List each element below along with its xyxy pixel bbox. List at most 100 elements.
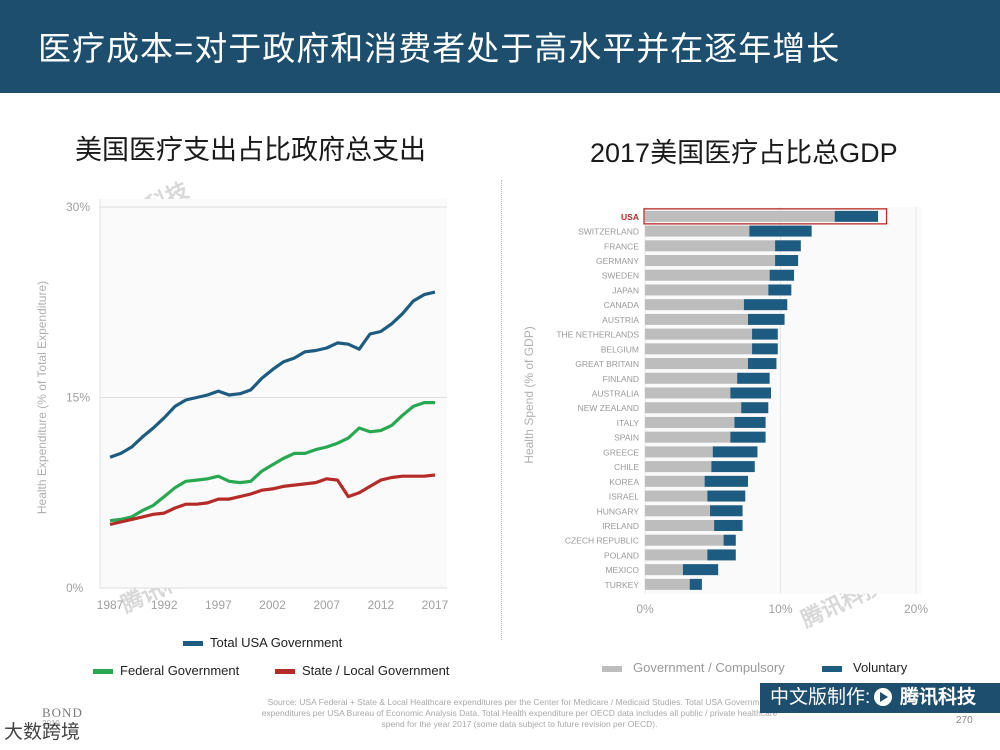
page-title: 医疗成本=对于政府和消费者处于高水平并在逐年增长 [38, 30, 841, 67]
category-label: GERMANY [596, 256, 639, 266]
bar-voluntary [712, 446, 758, 458]
bar-government [645, 284, 769, 296]
bar-government [645, 519, 715, 531]
play-logo-icon [874, 688, 892, 706]
bar-voluntary [707, 490, 746, 502]
y-tick-label: 15% [66, 391, 90, 405]
bar-government [645, 372, 738, 384]
category-label: MEXICO [605, 565, 639, 575]
source-line: expenditures per USA Bureau of Economic … [261, 708, 778, 718]
bar-government [645, 505, 711, 517]
bar-government [645, 387, 731, 399]
bar-voluntary [768, 284, 792, 296]
category-label: SWEDEN [602, 271, 639, 281]
bar-voluntary [741, 402, 769, 414]
category-label: AUSTRALIA [592, 389, 640, 399]
legend-swatch [602, 666, 622, 672]
bar-voluntary [752, 343, 778, 355]
x-tick-label: 1997 [205, 598, 232, 612]
x-tick-label: 1992 [151, 598, 178, 612]
category-label: SWITZERLAND [578, 227, 639, 237]
category-label: KOREA [609, 477, 639, 487]
category-label: JAPAN [612, 285, 639, 295]
bar-government [645, 490, 708, 502]
bar-government [645, 343, 753, 355]
line-chart: 0% 15% 30% 1987 1992 1997 2002 2007 2012 2017 Heal… [35, 199, 450, 678]
highlight-box [643, 208, 888, 225]
source-note: Source: USA Federal + State & Local Heal… [222, 697, 817, 730]
bar-government [645, 299, 744, 311]
category-label: THE NETHERLANDS [556, 330, 639, 340]
x-tick-label: 2007 [313, 598, 340, 612]
x-tick-label: 1987 [97, 598, 124, 612]
bar-voluntary [723, 534, 736, 546]
bar-voluntary [752, 328, 778, 340]
y-tick-label: 0% [66, 581, 84, 595]
bar-voluntary [730, 431, 766, 443]
x-tick-label: 10% [768, 602, 792, 616]
bar-voluntary [714, 519, 743, 531]
plot-area [100, 199, 447, 588]
bar-voluntary [775, 240, 801, 252]
bar-voluntary [747, 358, 777, 370]
bar-voluntary [734, 416, 766, 428]
right-chart-title: 2017美国医疗占比总GDP [590, 138, 898, 168]
legend-swatch [275, 669, 295, 674]
bar-voluntary [689, 578, 702, 590]
category-label: CANADA [604, 300, 640, 310]
category-label: TURKEY [605, 580, 640, 590]
bar-government [645, 549, 708, 561]
y-axis-label: Health Spend (% of GDP) [522, 326, 536, 463]
bar-voluntary [743, 299, 788, 311]
bar-voluntary [834, 210, 879, 222]
bar-government [645, 416, 735, 428]
bar-voluntary [747, 313, 785, 325]
series-line-total [109, 290, 436, 459]
category-label: CHILE [614, 462, 639, 472]
credit-prefix: 中文版制作: [770, 687, 871, 708]
bar-voluntary [769, 269, 795, 281]
bar-voluntary [682, 564, 719, 576]
category-label: SPAIN [614, 433, 639, 443]
bond-logo: BOND [42, 705, 83, 720]
series-line-state [109, 473, 436, 527]
category-label: NEW ZEALAND [578, 403, 639, 413]
bar-government [645, 313, 748, 325]
x-tick-label: 0% [636, 602, 654, 616]
bar-chart: 0% 10% 20% Health Spend (% of GDP) USA SWITZE… [522, 207, 928, 675]
legend-swatch [822, 666, 842, 672]
bond-year: 2019 [42, 719, 60, 728]
legend-swatch [93, 669, 113, 674]
bar-government [645, 431, 731, 443]
bar-voluntary [749, 225, 812, 237]
category-label: USA [621, 212, 639, 222]
category-label: ISRAEL [609, 492, 640, 502]
series-line-federal [109, 401, 435, 523]
bar-voluntary [710, 505, 743, 517]
category-label: BELGIUM [601, 344, 639, 354]
bar-voluntary [775, 255, 799, 267]
bar-government [645, 269, 770, 281]
category-label: FINLAND [603, 374, 639, 384]
bar-government [645, 225, 750, 237]
category-label: IRELAND [602, 521, 639, 531]
bar-government [645, 446, 713, 458]
bar-voluntary [730, 387, 772, 399]
legend-label: Government / Compulsory [633, 660, 785, 675]
category-label: AUSTRIA [602, 315, 639, 325]
category-label: CZECH REPUBLIC [565, 536, 639, 546]
bar-government [645, 358, 748, 370]
category-label: ITALY [617, 418, 640, 428]
category-label: GREAT BRITAIN [575, 359, 639, 369]
x-tick-label: 2012 [367, 598, 394, 612]
credit-badge: 中文版制作: 腾讯科技 [760, 683, 1000, 713]
x-tick-label: 2002 [259, 598, 286, 612]
left-chart-title: 美国医疗支出占比政府总支出 [75, 135, 426, 165]
bar-voluntary [704, 475, 748, 487]
bar-government [645, 210, 835, 222]
legend-label: Federal Government [120, 663, 240, 678]
source-line: spend for the year 2017 (some data subje… [381, 719, 658, 729]
bar-government [645, 328, 753, 340]
x-tick-label: 2017 [422, 598, 449, 612]
legend-label: Total USA Government [210, 635, 343, 650]
